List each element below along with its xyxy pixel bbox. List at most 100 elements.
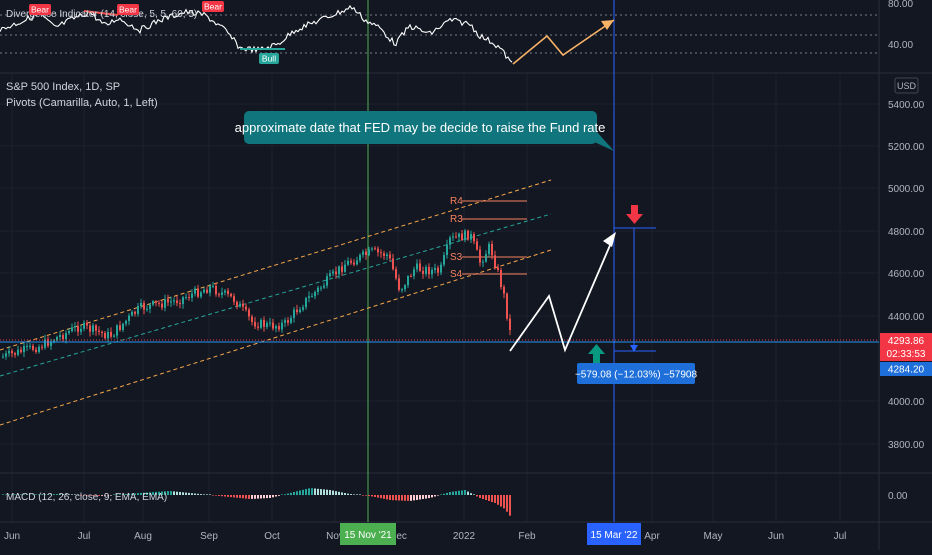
countdown-value: 02:33:53 xyxy=(887,349,926,360)
candle-body xyxy=(272,322,274,329)
bear-label-text: Bear xyxy=(204,2,222,12)
level-price-label: 4284.20 xyxy=(880,362,932,376)
channel-upper-line[interactable] xyxy=(0,179,552,351)
candle-body xyxy=(287,320,289,323)
macd-histogram xyxy=(2,488,511,516)
macd-bar xyxy=(56,494,58,495)
fed-annotation-text: approximate date that FED may be decide … xyxy=(235,120,606,135)
sell-arrow-icon[interactable] xyxy=(626,205,643,224)
macd-bar xyxy=(503,495,505,509)
candle-body xyxy=(125,320,127,324)
current-price-value: 4293.86 xyxy=(888,336,925,347)
candle-body xyxy=(245,306,247,310)
macd-bar xyxy=(152,492,154,495)
candle-body xyxy=(257,326,259,328)
candle-body xyxy=(479,249,481,263)
candle-body xyxy=(158,302,160,304)
macd-bar xyxy=(5,494,7,495)
macd-bar xyxy=(347,493,349,495)
macd-scale-tick: 0.00 xyxy=(888,491,908,502)
candle-body xyxy=(209,285,211,293)
macd-bar xyxy=(14,494,16,495)
macd-bar xyxy=(407,495,409,501)
macd-pane: MACD (12, 26, close, 9, EMA, EMA) 0.00 xyxy=(2,488,908,516)
candle-body xyxy=(95,325,97,331)
candle-body xyxy=(44,339,46,348)
macd-bar xyxy=(170,491,172,495)
candle-body xyxy=(302,307,304,310)
macd-bar xyxy=(506,495,508,512)
candle-body xyxy=(434,267,436,270)
candle-body xyxy=(311,296,313,298)
macd-bar xyxy=(380,495,382,499)
bull-label: Bull xyxy=(259,53,279,64)
macd-bar xyxy=(473,494,475,495)
macd-bar xyxy=(200,494,202,495)
pivot-s4-label: S4 xyxy=(450,269,463,280)
time-tick-label: Feb xyxy=(518,531,536,542)
candle-body xyxy=(278,326,280,330)
price-tick-label: 3800.00 xyxy=(888,440,925,451)
candle-body xyxy=(212,285,214,287)
macd-bar xyxy=(98,495,100,496)
macd-bar xyxy=(50,494,52,495)
candle-body xyxy=(443,255,445,265)
channel-lower-line[interactable] xyxy=(0,249,552,426)
candle-body xyxy=(293,309,295,318)
macd-bar xyxy=(410,495,412,501)
macd-bar xyxy=(272,495,274,498)
candle-body xyxy=(113,335,115,337)
macd-bar xyxy=(137,493,139,495)
macd-bar xyxy=(188,492,190,495)
macd-bar xyxy=(113,494,115,495)
macd-bar xyxy=(326,489,328,495)
macd-bar xyxy=(248,495,250,499)
oscillator-projection-path[interactable] xyxy=(512,19,615,65)
macd-bar xyxy=(359,494,361,495)
measure-label[interactable]: −579.08 (−12.03%) −57908 xyxy=(575,363,697,384)
candle-body xyxy=(161,303,163,308)
candle-body xyxy=(152,301,154,305)
currency-badge[interactable] xyxy=(894,77,919,94)
bear-label: Bear xyxy=(117,4,139,15)
price-projection-path[interactable] xyxy=(509,235,615,353)
time-axis[interactable]: Jun Jul Aug Sep Oct Nov Dec 2022 Feb Apr May Jun Jul xyxy=(4,531,846,542)
macd-bar xyxy=(221,495,223,497)
macd-bar xyxy=(251,495,253,499)
macd-bar xyxy=(476,495,478,497)
candle-body xyxy=(428,267,430,275)
fed-annotation-callout[interactable]: approximate date that FED may be decide … xyxy=(235,111,614,151)
macd-bar xyxy=(479,495,481,498)
candle-body xyxy=(83,322,85,329)
candle-body xyxy=(107,331,109,339)
candle-body xyxy=(32,345,34,350)
price-axis[interactable]: 5400.00 5200.00 5000.00 4800.00 4600.00 4400.… xyxy=(888,100,925,451)
candle-body xyxy=(149,304,151,309)
candle-body xyxy=(407,276,409,286)
candle-body xyxy=(422,270,424,274)
candle-body xyxy=(50,341,52,346)
price-tick-label: 4800.00 xyxy=(888,227,925,238)
macd-bar xyxy=(335,491,337,495)
bear-label-text: Bear xyxy=(31,5,49,15)
macd-bar xyxy=(209,494,211,495)
macd-bar xyxy=(290,492,292,496)
macd-bar xyxy=(431,495,433,498)
candle-body xyxy=(71,327,73,331)
candle-body xyxy=(182,297,184,304)
macd-bar xyxy=(311,488,313,495)
buy-arrow-icon[interactable] xyxy=(588,344,605,363)
candlestick-series xyxy=(2,229,511,360)
time-tick-label: May xyxy=(704,531,723,542)
macd-bar xyxy=(140,492,142,495)
macd-bar xyxy=(482,495,484,499)
candle-body xyxy=(14,353,16,355)
candle-body xyxy=(344,264,346,272)
candle-body xyxy=(236,301,238,307)
candle-body xyxy=(440,264,442,273)
pivot-s3-label: S3 xyxy=(450,252,463,263)
macd-bar xyxy=(2,494,4,495)
candle-body xyxy=(203,289,205,293)
candle-body xyxy=(176,300,178,304)
